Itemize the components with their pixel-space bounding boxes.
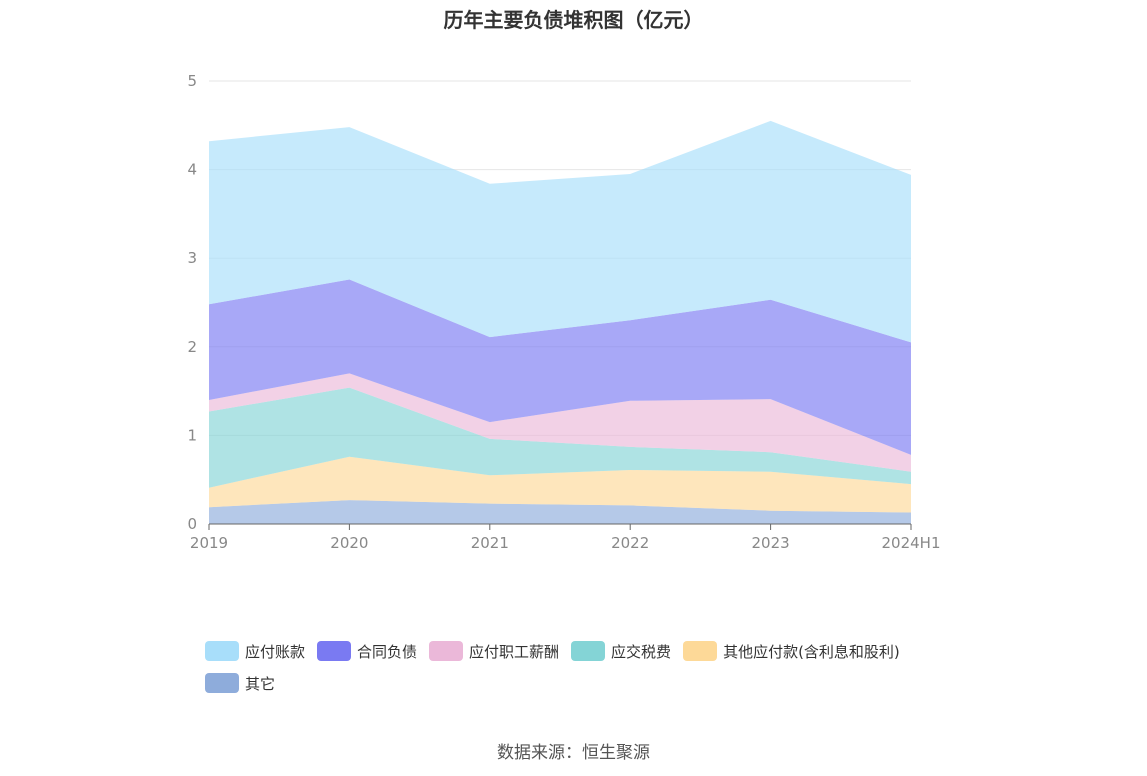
x-tick-label: 2021	[471, 534, 509, 552]
legend-item[interactable]: 其他应付款(含利息和股利)	[683, 640, 900, 662]
legend-label: 应交税费	[611, 642, 672, 661]
x-tick-label: 2019	[190, 534, 228, 552]
legend-item[interactable]: 应交税费	[571, 640, 671, 662]
data-source: 数据来源：恒生聚源	[497, 743, 650, 763]
x-tick-label: 2023	[752, 534, 790, 552]
area-5	[209, 120, 911, 343]
stacked-area-chart: 0 1 2 3 4 5 2019 2020 2021 2022 2023 2024H1	[187, 72, 940, 552]
y-tick-label: 4	[187, 161, 197, 179]
y-tick-label: 5	[187, 72, 197, 90]
legend-swatch	[571, 641, 606, 661]
legend-swatch	[683, 641, 718, 661]
chart-title: 历年主要负债堆积图（亿元）	[443, 8, 704, 32]
area-series	[209, 120, 911, 524]
area-0	[209, 500, 911, 524]
legend-label: 其它	[245, 674, 276, 693]
legend-label: 应付账款	[245, 642, 306, 661]
legend-item[interactable]: 合同负债	[317, 640, 417, 662]
legend-item[interactable]: 应付账款	[205, 640, 305, 662]
legend-item[interactable]: 应付职工薪酬	[429, 640, 559, 662]
legend-swatch	[429, 641, 464, 661]
y-tick-label: 2	[187, 338, 197, 356]
legend-label: 合同负债	[357, 642, 418, 661]
area-1	[209, 456, 911, 513]
area-2	[209, 387, 911, 488]
y-tick-label: 1	[187, 426, 197, 444]
legend-swatch	[205, 641, 239, 661]
axes: 0 1 2 3 4 5 2019 2020 2021 2022 2023 2024H1	[187, 72, 940, 552]
legend-swatch	[205, 673, 239, 693]
legend: 应付账款 合同负债 应付职工薪酬 应交税费 其他应付款(含利息和股利) 其它	[205, 640, 965, 704]
legend-label: 应付职工薪酬	[469, 642, 560, 661]
legend-item[interactable]: 其它	[205, 672, 275, 694]
x-tick-label: 2020	[330, 534, 368, 552]
legend-label: 其他应付款(含利息和股利)	[723, 642, 900, 661]
area-3	[209, 373, 911, 472]
y-tick-label: 0	[187, 515, 197, 533]
legend-swatch	[317, 641, 352, 661]
x-tick-label: 2024H1	[882, 534, 941, 552]
area-4	[209, 279, 911, 455]
x-tick-label: 2022	[611, 534, 649, 552]
y-tick-label: 3	[187, 249, 197, 267]
